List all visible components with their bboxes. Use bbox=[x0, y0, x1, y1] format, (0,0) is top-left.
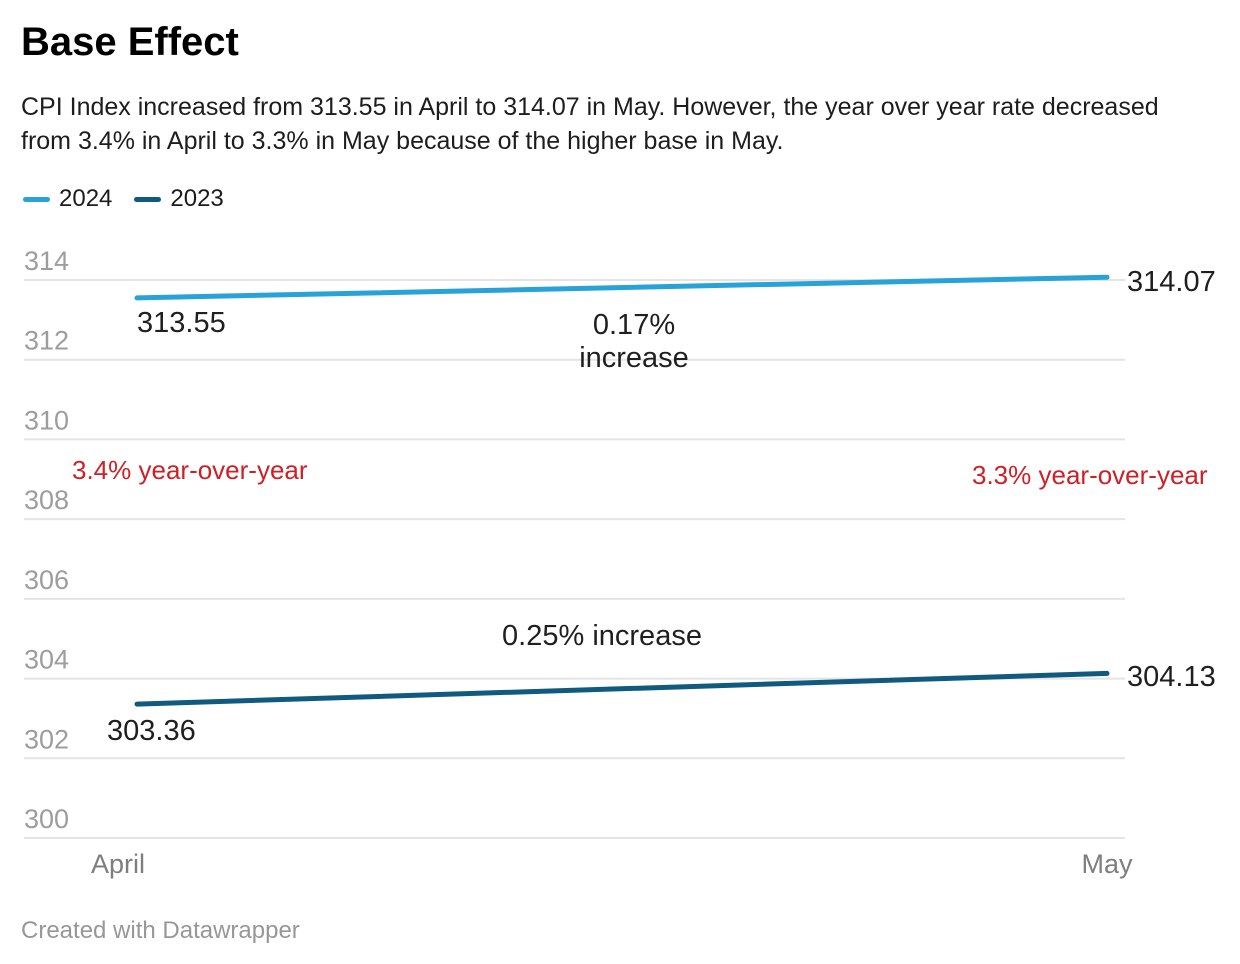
annotation-increase-2024-line1: 0.17% bbox=[593, 309, 675, 341]
x-axis-label-april: April bbox=[91, 849, 145, 879]
y-tick-label-306: 306 bbox=[24, 565, 69, 595]
series-line-2024[interactable] bbox=[134, 274, 1110, 301]
legend: 2024 2023 bbox=[23, 185, 224, 213]
point-label-april-2023: 303.36 bbox=[107, 715, 196, 747]
point-label-may-2024: 314.07 bbox=[1127, 266, 1216, 298]
y-tick-label-300: 300 bbox=[24, 804, 69, 834]
point-label-may-2023: 304.13 bbox=[1127, 661, 1216, 693]
annotation-yoy-april: 3.4% year-over-year bbox=[72, 455, 308, 485]
y-tick-label-314: 314 bbox=[24, 246, 69, 276]
annotation-yoy-may: 3.3% year-over-year bbox=[972, 460, 1208, 490]
legend-swatch-2023 bbox=[134, 196, 162, 202]
legend-label-2024: 2024 bbox=[59, 185, 113, 212]
attribution: Created with Datawrapper bbox=[21, 917, 300, 944]
series-lines bbox=[134, 274, 1110, 707]
y-tick-label-310: 310 bbox=[24, 405, 69, 435]
annotation-increase-2024-line2: increase bbox=[579, 342, 689, 374]
y-tick-label-304: 304 bbox=[24, 645, 69, 675]
y-tick-label-308: 308 bbox=[24, 485, 69, 515]
y-tick-label-302: 302 bbox=[24, 724, 69, 754]
annotation-increase-2023: 0.25% increase bbox=[502, 620, 702, 652]
page-title: Base Effect bbox=[21, 20, 239, 64]
point-label-april-2024: 313.55 bbox=[137, 307, 226, 339]
chart-description: CPI Index increased from 313.55 in April… bbox=[21, 93, 1159, 155]
x-axis-label-may: May bbox=[1081, 849, 1133, 879]
legend-swatch-2024 bbox=[23, 196, 50, 202]
legend-label-2023: 2023 bbox=[170, 185, 224, 212]
legend-item-2024: 2024 bbox=[23, 185, 112, 213]
series-line-2023[interactable] bbox=[134, 670, 1110, 707]
y-tick-label-312: 312 bbox=[24, 326, 69, 356]
legend-item-2023: 2023 bbox=[134, 185, 224, 213]
